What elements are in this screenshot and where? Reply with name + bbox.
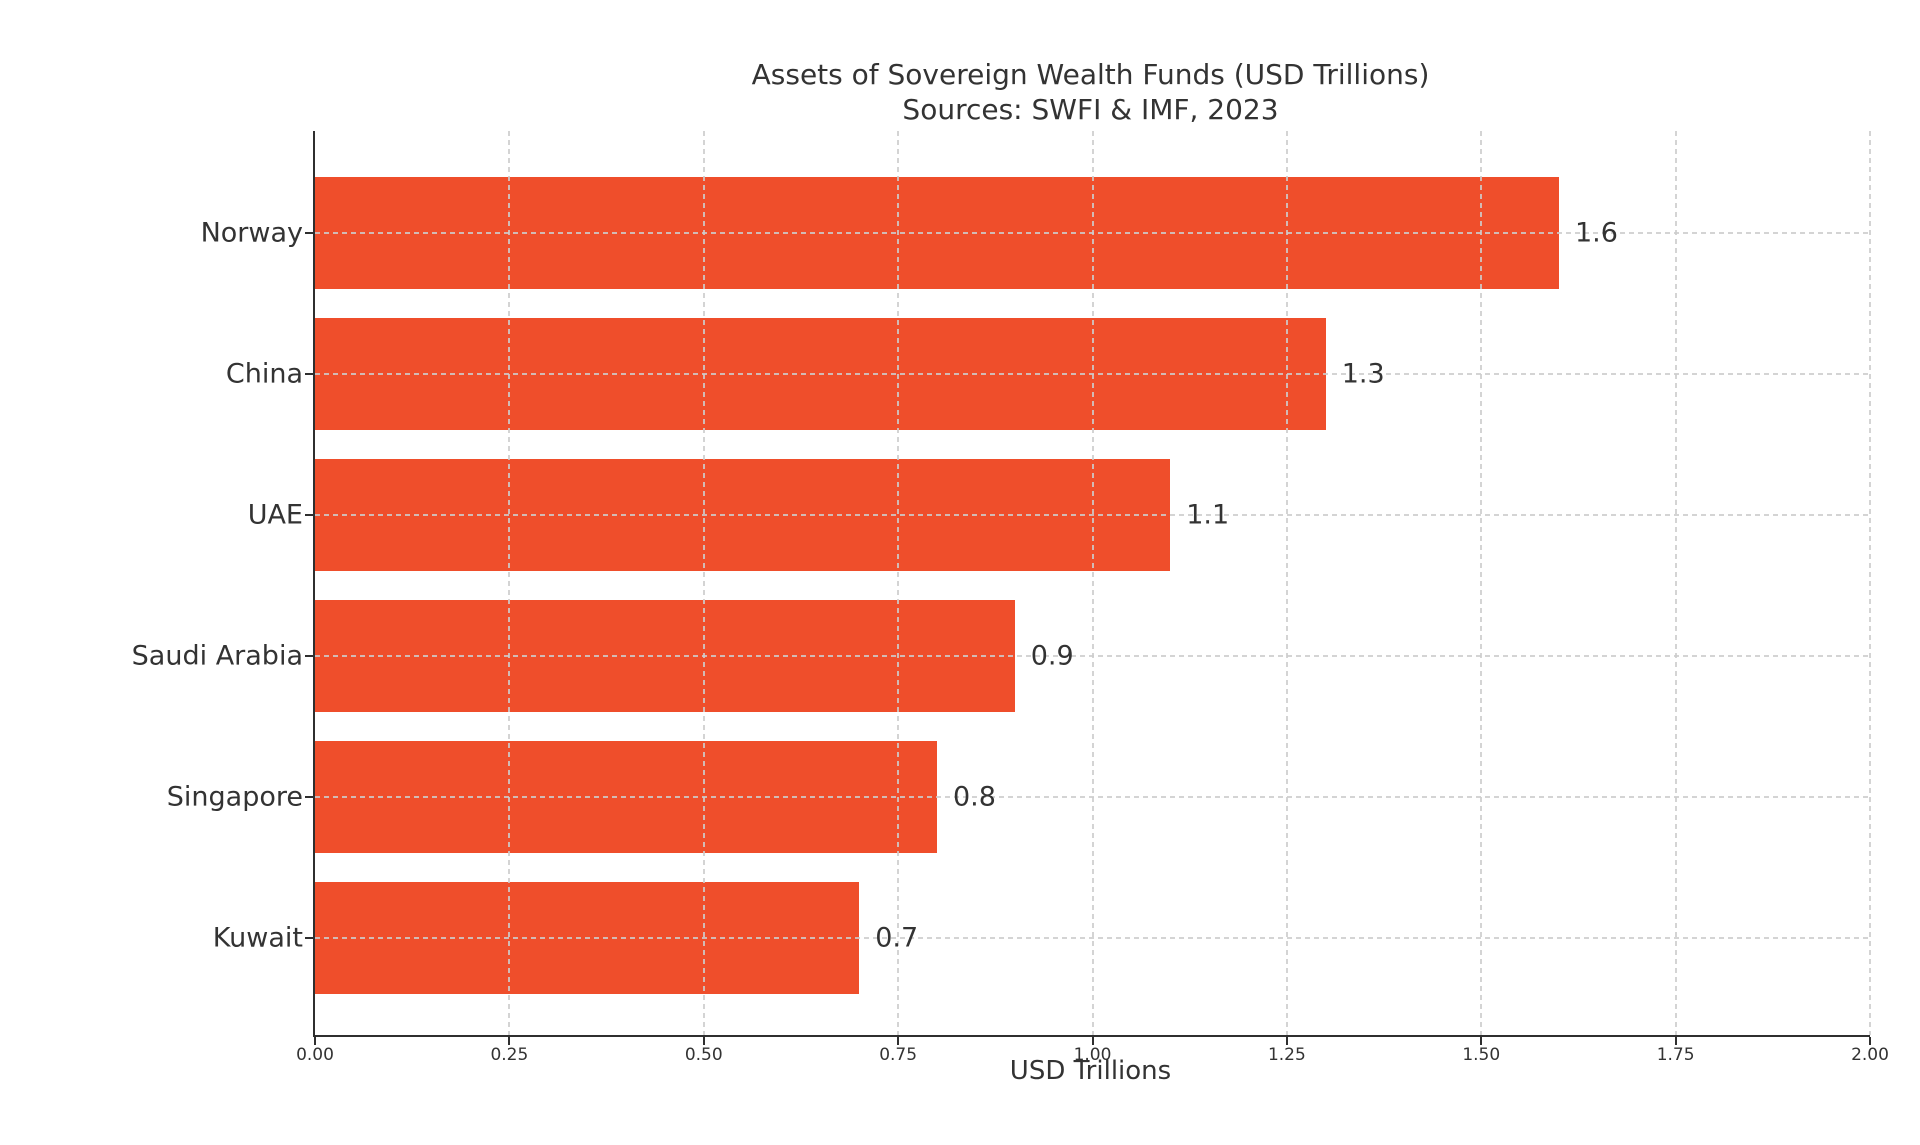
x-tick-mark: [702, 1037, 705, 1045]
value-label: 1.1: [1186, 499, 1230, 531]
plot-area: 0.00 0.25 0.50 0.75 1.00 1.25 1.50 1.75 2.00 Norw…: [132, 131, 1889, 1065]
y-tick-mark: [305, 796, 313, 798]
x-tick-mark: [897, 1037, 900, 1045]
value-label: 0.9: [1030, 640, 1074, 672]
chart-subtitle: Sources: SWFI & IMF, 2023: [902, 93, 1279, 126]
x-grid-line: [702, 131, 705, 1035]
x-tick-mark: [1091, 1037, 1094, 1045]
x-grid-line: [897, 131, 900, 1035]
chart-title-block: Assets of Sovereign Wealth Funds (USD Tr…: [313, 57, 1868, 127]
x-tick-label: 0.25: [490, 1045, 529, 1065]
y-grid-line: [315, 937, 1870, 939]
x-tick-label: 0.00: [296, 1045, 334, 1065]
value-label: 0.8: [953, 781, 996, 813]
x-tick-mark: [1480, 1037, 1483, 1045]
y-grid-line: [315, 796, 1870, 798]
value-label: 1.6: [1575, 217, 1618, 249]
y-tick-mark: [305, 373, 313, 375]
y-grid-line: [315, 373, 1870, 375]
x-tick-label: 1.25: [1267, 1045, 1306, 1065]
x-tick-label: 0.75: [879, 1045, 918, 1065]
category-label: UAE: [247, 499, 303, 531]
x-grid-line: [1091, 131, 1094, 1035]
x-tick-mark: [508, 1037, 511, 1045]
y-grid-line: [315, 514, 1870, 516]
y-tick-mark: [305, 655, 313, 657]
category-label: Saudi Arabia: [131, 640, 303, 672]
value-label: 0.7: [875, 922, 919, 954]
x-tick-label: 2.00: [1851, 1045, 1889, 1065]
category-label: Norway: [200, 217, 303, 249]
y-grid-line: [315, 232, 1870, 234]
category-label: Singapore: [166, 781, 303, 813]
y-grid-line: [315, 655, 1870, 657]
x-grid-line: [1285, 131, 1288, 1035]
y-tick-mark: [305, 514, 313, 516]
y-tick-mark: [305, 937, 313, 939]
x-grid-line: [508, 131, 511, 1035]
x-tick-label: 1.75: [1656, 1045, 1695, 1065]
x-tick-label: 0.50: [684, 1045, 723, 1065]
category-label: China: [225, 358, 303, 390]
value-label: 1.3: [1341, 358, 1385, 390]
x-grid-line: [1480, 131, 1483, 1035]
x-grid-line: [1674, 131, 1677, 1035]
x-axis-label: USD Trillions: [1009, 1056, 1172, 1086]
x-tick-label: 1.50: [1462, 1045, 1501, 1065]
x-tick-mark: [314, 1037, 316, 1045]
chart-title: Assets of Sovereign Wealth Funds (USD Tr…: [751, 58, 1430, 91]
x-tick-label: 1.00: [1073, 1045, 1112, 1065]
x-tick-mark: [1285, 1037, 1288, 1045]
y-tick-mark: [305, 232, 313, 234]
x-tick-mark: [1674, 1037, 1677, 1045]
x-grid-line: [1869, 131, 1871, 1035]
category-label: Kuwait: [212, 922, 303, 954]
x-tick-mark: [1869, 1037, 1871, 1045]
